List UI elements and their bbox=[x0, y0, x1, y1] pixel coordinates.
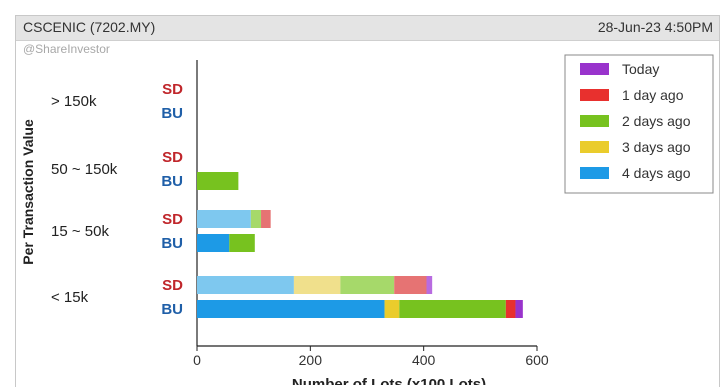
legend-label-3-days-ago: 3 days ago bbox=[622, 139, 691, 155]
legend-swatch-today bbox=[580, 63, 609, 75]
x-tick-label: 400 bbox=[412, 352, 436, 368]
bar-15k-bu-2-days-ago bbox=[399, 300, 506, 318]
watermark: @ShareInvestor bbox=[23, 42, 110, 56]
group-label-150k: > 150k bbox=[51, 93, 97, 110]
bar-15k-bu-4-days-ago bbox=[197, 300, 385, 318]
chart-datetime: 28-Jun-23 4:50PM bbox=[597, 19, 713, 35]
row-label-sd: SD bbox=[162, 81, 183, 98]
bar-15k-sd-2-days-ago bbox=[340, 276, 395, 294]
x-tick-label: 200 bbox=[299, 352, 323, 368]
x-tick-label: 600 bbox=[525, 352, 549, 368]
row-label-sd: SD bbox=[162, 211, 183, 228]
y-axis-label: Per Transaction Value bbox=[20, 119, 36, 265]
bar-15-50k-sd-1-day-ago bbox=[261, 210, 271, 228]
legend-swatch-1-day-ago bbox=[580, 89, 609, 101]
bar-15k-bu-3-days-ago bbox=[384, 300, 400, 318]
bar-15k-sd-today bbox=[426, 276, 433, 294]
chart-header: CSCENIC (7202.MY) 28-Jun-23 4:50PM bbox=[16, 16, 719, 41]
row-label-bu: BU bbox=[161, 301, 183, 318]
legend-swatch-2-days-ago bbox=[580, 115, 609, 127]
bar-15k-bu-today bbox=[515, 300, 523, 318]
group-label-15k: < 15k bbox=[51, 289, 89, 306]
legend-label-2-days-ago: 2 days ago bbox=[622, 113, 691, 129]
bar-15-50k-bu-2-days-ago bbox=[229, 234, 255, 252]
legend-swatch-3-days-ago bbox=[580, 141, 609, 153]
group-label-15-50k: 15 ~ 50k bbox=[51, 223, 109, 240]
row-label-bu: BU bbox=[161, 105, 183, 122]
stock-title: CSCENIC (7202.MY) bbox=[23, 19, 156, 35]
row-label-bu: BU bbox=[161, 235, 183, 252]
legend-label-4-days-ago: 4 days ago bbox=[622, 165, 691, 181]
bar-15-50k-sd-4-days-ago bbox=[197, 210, 251, 228]
bar-15-50k-sd-2-days-ago bbox=[250, 210, 262, 228]
legend-swatch-4-days-ago bbox=[580, 167, 609, 179]
group-label-50-150k: 50 ~ 150k bbox=[51, 161, 118, 178]
x-axis-label: Number of Lots (x100 Lots) bbox=[292, 376, 486, 385]
legend-label-today: Today bbox=[622, 61, 659, 77]
row-label-bu: BU bbox=[161, 173, 183, 190]
bar-15-50k-bu-4-days-ago bbox=[197, 234, 230, 252]
bar-15k-sd-4-days-ago bbox=[197, 276, 294, 294]
legend-label-1-day-ago: 1 day ago bbox=[622, 87, 684, 103]
x-tick-label: 0 bbox=[193, 352, 201, 368]
row-label-sd: SD bbox=[162, 149, 183, 166]
bar-15k-sd-1-day-ago bbox=[394, 276, 427, 294]
bar-15k-bu-1-day-ago bbox=[505, 300, 516, 318]
bar-50-150k-bu-2-days-ago bbox=[197, 172, 239, 190]
row-label-sd: SD bbox=[162, 277, 183, 294]
bar-15k-sd-3-days-ago bbox=[293, 276, 341, 294]
